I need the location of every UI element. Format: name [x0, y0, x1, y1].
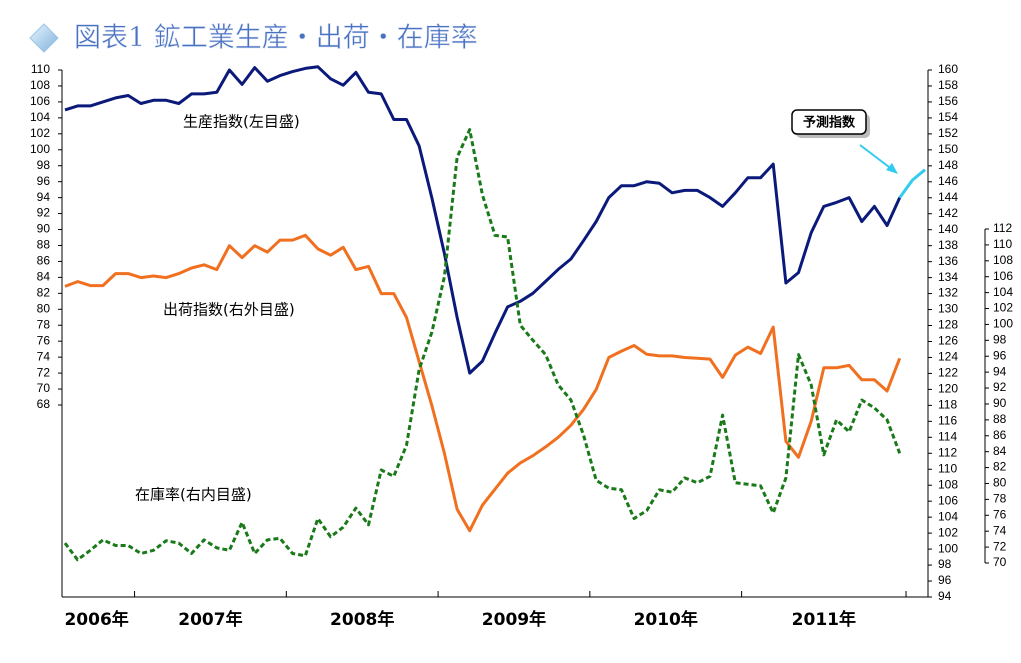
callout-box — [791, 109, 867, 135]
y2-tick-label: 118 — [938, 398, 957, 412]
y2-tick-label: 156 — [938, 94, 958, 108]
y2-tick-label: 124 — [938, 350, 958, 364]
y3-tick-label: 112 — [993, 221, 1012, 235]
y2-tick-label: 108 — [938, 477, 958, 491]
series-line — [898, 168, 926, 199]
x-tick-label: 2011年 — [792, 609, 856, 630]
series-label: 出荷指数(右外目盛) — [163, 301, 295, 319]
y2-tick-label: 142 — [938, 206, 958, 220]
series-label: 生産指数(左目盛) — [183, 113, 300, 131]
y3-tick-label: 86 — [993, 428, 1007, 442]
y3-tick-label: 74 — [993, 523, 1007, 537]
y3-tick-label: 70 — [993, 555, 1007, 569]
y2-tick-label: 160 — [938, 62, 958, 76]
y-tick-label: 100 — [30, 142, 50, 156]
x-tick-label: 2010年 — [634, 609, 698, 630]
y2-tick-label: 112 — [938, 445, 957, 459]
y3-tick-label: 82 — [993, 460, 1007, 474]
y2-tick-label: 122 — [938, 366, 958, 380]
callout-arrowhead — [886, 163, 898, 174]
y-tick-label: 84 — [37, 270, 51, 284]
y3-tick-label: 110 — [993, 237, 1012, 251]
y3-tick-label: 108 — [993, 253, 1013, 267]
y2-tick-label: 144 — [938, 190, 958, 204]
y2-tick-label: 150 — [938, 142, 958, 156]
y3-tick-label: 104 — [993, 285, 1013, 299]
y2-tick-label: 136 — [938, 254, 958, 268]
y3-tick-label: 90 — [993, 396, 1007, 410]
y2-tick-label: 94 — [938, 589, 952, 603]
y-tick-label: 74 — [37, 349, 51, 363]
y-tick-label: 106 — [30, 94, 50, 108]
y-tick-label: 68 — [37, 397, 51, 411]
y2-tick-label: 132 — [938, 286, 958, 300]
y-tick-label: 110 — [31, 62, 50, 76]
y-tick-label: 102 — [30, 126, 50, 140]
x-tick-label: 2006年 — [64, 609, 128, 630]
y-tick-label: 88 — [37, 238, 51, 252]
series-line — [63, 128, 902, 562]
y2-tick-label: 102 — [938, 525, 958, 539]
y3-tick-label: 102 — [993, 301, 1013, 315]
y-tick-label: 98 — [37, 158, 51, 172]
y2-tick-label: 146 — [938, 174, 958, 188]
y-tick-label: 70 — [37, 381, 51, 395]
y2-tick-label: 120 — [938, 382, 958, 396]
y2-tick-label: 126 — [938, 334, 958, 348]
y-tick-label: 108 — [30, 78, 50, 92]
x-tick-label: 2009年 — [482, 609, 546, 630]
forecast-callout: 予測指数 — [791, 109, 898, 174]
y-tick-label: 94 — [37, 190, 51, 204]
y2-tick-label: 106 — [938, 493, 958, 507]
y2-tick-label: 148 — [938, 158, 958, 172]
y2-tick-label: 114 — [938, 429, 957, 443]
y-tick-label: 78 — [37, 317, 51, 331]
y-tick-label: 80 — [37, 301, 51, 315]
y3-tick-label: 72 — [993, 539, 1007, 553]
callout-arrow — [859, 144, 894, 171]
y2-tick-label: 152 — [938, 126, 958, 140]
y3-tick-label: 80 — [993, 476, 1007, 490]
y2-tick-label: 158 — [938, 78, 958, 92]
y3-tick-label: 96 — [993, 348, 1007, 362]
y-tick-label: 76 — [37, 333, 51, 347]
series-line — [64, 233, 902, 533]
y3-tick-label: 94 — [993, 364, 1007, 378]
y2-tick-label: 116 — [938, 414, 957, 428]
y2-tick-label: 96 — [938, 573, 952, 587]
series-label: 在庫率(右内目盛) — [135, 486, 252, 504]
x-tick-label: 2008年 — [330, 609, 394, 630]
y2-tick-label: 138 — [938, 238, 958, 252]
chart-title: 図表1 鉱工業生産・出荷・在庫率 — [74, 23, 478, 54]
y2-tick-label: 100 — [938, 541, 958, 555]
y-tick-label: 96 — [37, 174, 51, 188]
y-tick-label: 104 — [30, 110, 50, 124]
y-tick-label: 72 — [37, 365, 51, 379]
y3-tick-label: 78 — [993, 492, 1007, 506]
y3-tick-label: 106 — [993, 269, 1013, 283]
y3-tick-label: 84 — [993, 444, 1007, 458]
series-line — [64, 65, 902, 375]
y3-tick-label: 92 — [993, 380, 1007, 394]
y2-tick-label: 110 — [938, 461, 957, 475]
y2-tick-label: 140 — [938, 222, 958, 236]
title-icon — [29, 23, 59, 53]
y2-tick-label: 134 — [938, 270, 958, 284]
y2-tick-label: 98 — [938, 557, 952, 571]
y2-tick-label: 154 — [938, 110, 958, 124]
y2-tick-label: 104 — [938, 509, 958, 523]
y-tick-label: 86 — [37, 254, 51, 268]
y3-tick-label: 76 — [993, 507, 1007, 521]
y-tick-label: 82 — [37, 286, 51, 300]
y3-tick-label: 98 — [993, 333, 1007, 347]
y2-tick-label: 130 — [938, 302, 958, 316]
callout-label: 予測指数 — [803, 115, 856, 131]
y3-tick-label: 88 — [993, 412, 1007, 426]
y-tick-label: 92 — [37, 206, 51, 220]
y-tick-label: 90 — [37, 222, 51, 236]
x-tick-label: 2007年 — [178, 609, 242, 630]
y3-tick-label: 100 — [993, 317, 1013, 331]
y2-tick-label: 128 — [938, 318, 958, 332]
